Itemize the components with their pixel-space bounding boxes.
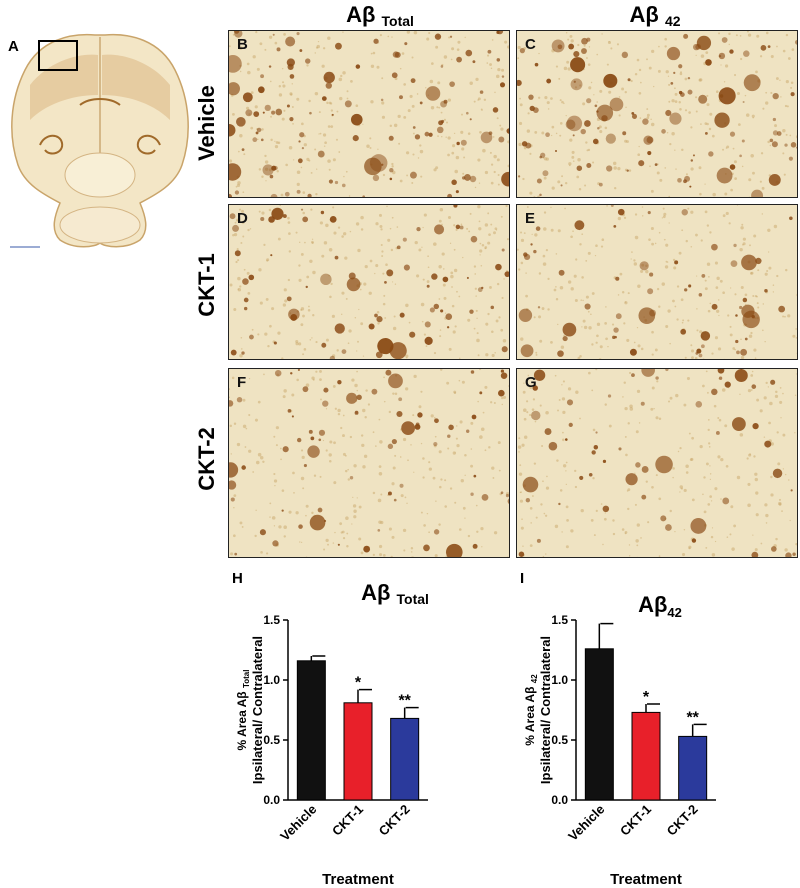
bar [296, 660, 326, 801]
bar [678, 735, 708, 801]
row-header-ckt2: CKT-2 [194, 427, 219, 491]
y-tick-label: 0.5 [263, 733, 280, 747]
x-category-label: CKT-2 [376, 802, 413, 839]
row-header-ckt1: CKT-1 [194, 253, 219, 317]
panel-label-c: C [525, 36, 536, 53]
panel-label-h: H [232, 570, 243, 587]
y-tick-label: 0.0 [551, 793, 568, 807]
brain-section-image [10, 33, 189, 248]
x-category-label: CKT-1 [617, 802, 654, 839]
x-axis-label: Treatment [610, 871, 682, 888]
bar [631, 711, 661, 801]
y-axis-label-line2: Ipsilateral/ Contralateral [250, 636, 265, 784]
x-category-label: CKT-1 [329, 802, 366, 839]
panel-label-i: I [520, 570, 525, 587]
stain-pattern [517, 205, 797, 359]
x-category-label: Vehicle [565, 802, 607, 844]
micrograph-g: G [516, 368, 798, 558]
row-header-vehicle: Vehicle [194, 85, 219, 161]
micrograph-e: E [516, 204, 798, 360]
stain-pattern [229, 205, 509, 359]
y-tick-label: 1.0 [263, 673, 280, 687]
chart-h-title: Aβ Total [361, 580, 429, 607]
y-tick-label: 1.0 [551, 673, 568, 687]
x-category-label: Vehicle [277, 802, 319, 844]
stain-pattern [229, 369, 509, 557]
panel-label-g: G [525, 374, 537, 391]
stain-pattern [517, 369, 797, 557]
significance-marker: * [355, 675, 362, 692]
bar [390, 717, 420, 801]
bar [343, 702, 373, 801]
panel-label-d: D [237, 210, 248, 227]
bar-chart-h: % Area Aβ Total Ipsilateral/ Contralatera… [235, 613, 428, 888]
bar-chart-i: % Area Aβ 42 Ipsilateral/ Contralateral0.… [523, 613, 716, 888]
significance-marker: ** [686, 709, 699, 726]
panel-label-a: A [8, 38, 19, 55]
stain-pattern [517, 31, 797, 197]
significance-marker: * [643, 689, 650, 706]
micrograph-b: B [228, 30, 510, 198]
x-category-label: CKT-2 [664, 802, 701, 839]
y-axis-label-line2: Ipsilateral/ Contralateral [538, 636, 553, 784]
y-axis-label-line1: % Area Aβ 42 [523, 674, 539, 746]
bar [584, 648, 614, 801]
panel-label-b: B [237, 36, 248, 53]
y-tick-label: 0.0 [263, 793, 280, 807]
micrograph-f: F [228, 368, 510, 558]
y-tick-label: 0.5 [551, 733, 568, 747]
panel-label-e: E [525, 210, 536, 227]
column-header-abeta-42: Aβ 42 [629, 2, 681, 29]
y-tick-label: 1.5 [263, 613, 280, 627]
column-header-abeta-total: Aβ Total [346, 2, 414, 29]
significance-marker: ** [398, 693, 411, 710]
stain-pattern [229, 31, 509, 197]
y-tick-label: 1.5 [551, 613, 568, 627]
y-axis-label-line1: % Area Aβ Total [235, 670, 251, 751]
chart-i-title: Aβ42 [638, 592, 682, 620]
panel-label-f: F [237, 374, 247, 391]
x-axis-label: Treatment [322, 871, 394, 888]
micrograph-d: D [228, 204, 510, 360]
micrograph-c: C [516, 30, 798, 198]
